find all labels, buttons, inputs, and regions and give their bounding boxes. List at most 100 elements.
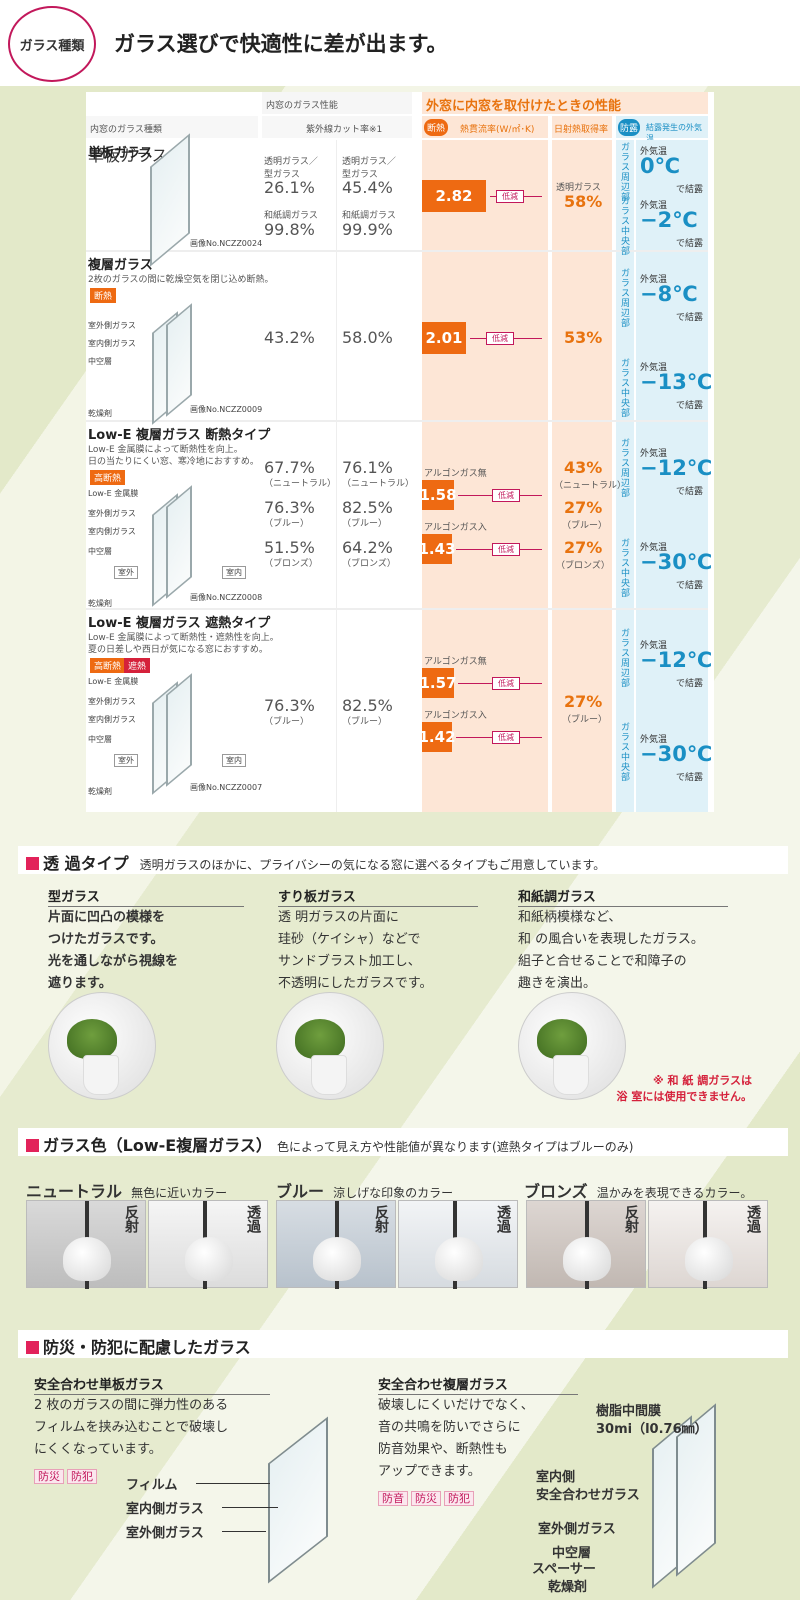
lowe-sha-glass-pane [166,673,192,787]
row4-uv-1: 76.3% [264,696,315,715]
transmit-line: 趣きを演出。 [518,976,597,991]
safety-header: 防災・防犯に配慮したガラス [18,1330,788,1358]
bronze-reflect-photo: 反射 [526,1200,646,1289]
transmit-item-title: 型ガラス [48,886,244,907]
temp-column [636,140,708,812]
row4-center-gaikion: 外気温 [640,735,668,745]
row2-image-no: 画像No.NCZZ0009 [190,405,263,414]
blue-transmit-photo: 透過 [398,1200,518,1289]
row1-uv-label-1: 透明ガラス／型ガラス [264,157,318,180]
row4-heat-bar-2: 1.42 [419,722,456,752]
row4-gas-no: アルゴンガス無 [424,657,487,667]
row1-image-no: 画像No.NCZZ0024 [190,239,263,248]
row3-center-ketsuro: で結露 [676,581,704,591]
inner-perf-label: 内窓のガラス性能 [266,101,338,111]
double-label-outer: 室外側ガラス [538,1522,616,1537]
color-name: ブルー [276,1182,325,1201]
leader-line [222,1531,266,1532]
row3-inside: 室内 [222,566,246,579]
safety-line: 2 枚のガラスの間に弾力性のある [34,1398,229,1413]
pot-image [83,1055,119,1095]
row3-heat-bar-2: 1.43 [419,534,456,564]
row1-uv-value-3: 99.8% [264,220,315,239]
transmit-item-3: 和紙調ガラス 和紙柄模様など、 和 の風合いを表現したガラス。 組子と合せること… [518,886,728,995]
transmit-line: つけたガラスです。 [48,932,164,947]
double-label-thickness: 30mi（l0.76㎜） [596,1422,708,1437]
double-label-inner-1: 室内側 [536,1470,576,1485]
row1-uv-label-4: 和紙調ガラス [342,211,396,221]
reflect-label: 反射 [623,1205,639,1233]
reduce-tag: 低減 [492,677,520,690]
plant-image [67,1019,117,1059]
row3-solar-1: 43% [564,458,603,477]
safety-title: 防災・防犯に配慮したガラス [43,1338,251,1357]
row2-label-3: 中空層 [88,357,112,366]
row2-label-1: 室外側ガラス [88,321,136,330]
row1-name-text: 単板ガラス [88,146,153,161]
transmit-line: サンドブラスト加工し、 [278,954,421,969]
safety-double-title: 安全合わせ複層ガラス [378,1374,578,1395]
row4-badge-2: 遮熱 [124,658,151,673]
row1-center-gaikion: 外気温 [640,201,668,211]
vase-image [685,1237,733,1281]
row1-solar-label: 透明ガラス [556,183,601,193]
row3-solar-1-sub: （ニュートラル） [554,481,627,491]
heat-column [422,140,548,812]
glass-performance-table: 内窓のガラス性能 外窓に内窓を取付けたときの性能 内窓のガラス種類 紫外線カット… [86,92,714,812]
washi-glass-photo [518,992,626,1100]
reduce-tag: 低減 [492,543,520,556]
safety-line: 音の共鳴を防いでさらに [378,1420,521,1435]
row2-name: 複層ガラス [88,258,153,273]
row3-center-label: ガラス中央部 [619,538,629,598]
row1-edge-label: ガラス周辺部 [619,142,629,202]
heat-header: 断熱 熱貫流率(W/㎡･K) [422,116,548,138]
reduce-tag: 低減 [496,190,524,203]
row3-uv-2b-sub: （ブルー） [342,519,388,529]
row3-uv-3a-sub: （ブロンズ） [264,559,318,569]
row3-uv-1b-sub: （ニュートラル） [342,479,415,489]
transmit-line: 片面に凹凸の模様を [48,910,166,925]
safety-line: 防音効果や、断熱性も [378,1442,508,1457]
row1-edge-ketsuro: で結露 [676,185,704,195]
double-label-resin: 樹脂中間膜 [596,1404,662,1419]
reflect-label: 反射 [373,1205,389,1233]
transmit-header: 透 過タイプ 透明ガラスのほかに、プライバシーの気になる窓に選べるタイプもご用意… [18,846,788,874]
solar-header-label: 日射熱取得率 [554,125,609,135]
row3-badge: 高断熱 [90,470,126,485]
reduce-tag: 低減 [486,332,514,345]
transmit-title: 透 過タイプ [43,854,129,873]
row3-center-gaikion: 外気温 [640,543,668,553]
row4-image-no: 画像No.NCZZ0007 [190,783,263,792]
color-desc: 涼しげな印象のカラー [333,1186,454,1200]
square-icon [26,1341,39,1354]
row4-center-ketsuro: で結露 [676,773,704,783]
row4-uv-1-sub: （ブルー） [264,717,310,727]
neutral-transmit-photo: 透過 [148,1200,268,1289]
transmit-line: 和紙柄模様など、 [518,910,622,925]
transmit-item-1: 型ガラス 片面に凹凸の模様を つけたガラスです。 光を通しながら視線を 遮ります… [48,886,244,995]
boro-badge: 防露 [618,119,641,136]
heat-header-label: 熱貫流率(W/㎡･K) [460,125,535,135]
row1-uv-label-3: 和紙調ガラス [264,211,318,221]
plant-image [295,1019,345,1059]
type-header: 内窓のガラス種類 [86,116,258,138]
color-name: ブロンズ [524,1182,588,1201]
row3-solar-3: 27% [564,538,603,557]
safety-line: にくくなっています。 [34,1442,162,1457]
row3-uv-1a: 67.7% [264,458,315,477]
row3-solar-3-sub: （ブロンズ） [556,561,610,571]
safety-line: アップできます。 [378,1464,481,1479]
row3-gas-yes: アルゴンガス入 [424,523,487,533]
row-divider [86,608,708,610]
transmit-label: 透過 [495,1205,511,1233]
row3-uv-1a-sub: （ニュートラル） [264,479,337,489]
row3-solar-2: 27% [564,498,603,517]
row3-edge-gaikion: 外気温 [640,449,668,459]
temp-header: 防露 結露発生の外気温 [616,116,708,143]
double-label-inner-2: 安全合わせガラス [536,1488,640,1503]
row4-gas-yes: アルゴンガス入 [424,711,487,721]
safety-double: 安全合わせ複層ガラス 破壊しにくいだけでなく、 音の共鳴を防いでさらに 防音効果… [378,1374,578,1506]
double-label-desiccant: 乾燥剤 [548,1580,588,1595]
col-divider [336,140,337,812]
row4-edge-gaikion: 外気温 [640,641,668,651]
